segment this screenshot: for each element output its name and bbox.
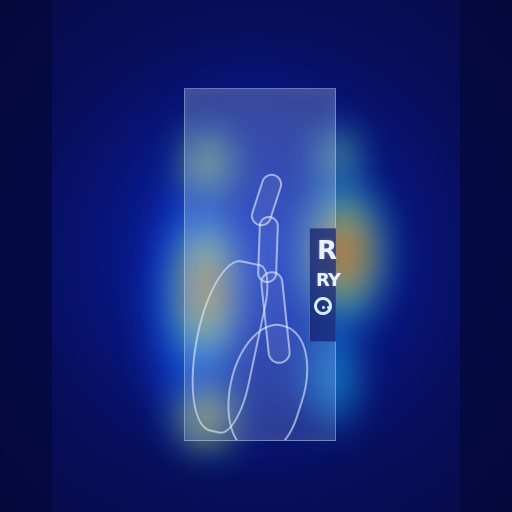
heat-glow-left-top [182, 128, 234, 200]
marker-letter-middle: RY [316, 270, 341, 291]
marker-dot-icon [327, 306, 330, 309]
left-dark-band [0, 0, 52, 512]
heat-glow-left-bottom [178, 382, 236, 452]
heat-glow-inner-fade [120, 70, 390, 460]
right-dark-band [460, 0, 512, 512]
xray-side-marker-box [309, 228, 336, 342]
heat-glow-right-top [316, 128, 358, 184]
heat-glow-left-main [176, 214, 238, 364]
marker-circle-icon [314, 297, 332, 315]
marker-letter-top: R [317, 236, 338, 266]
marker-dot-icon [322, 306, 325, 309]
